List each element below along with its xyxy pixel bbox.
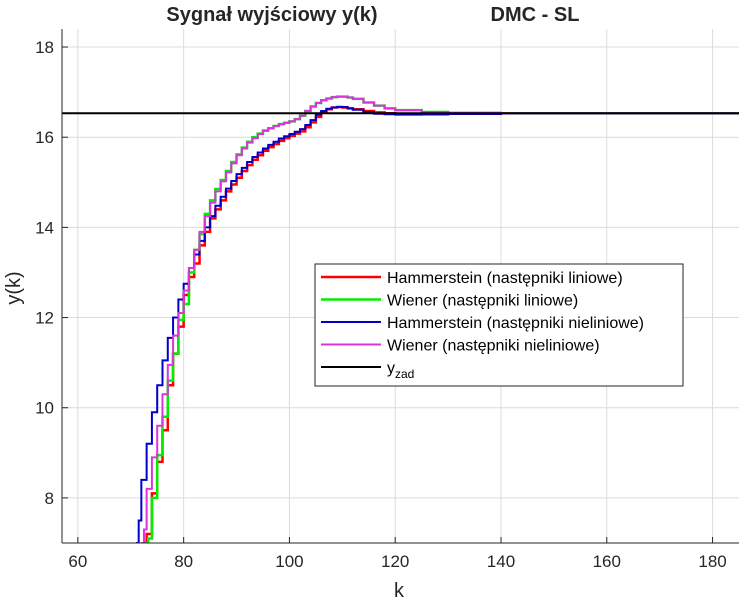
x-tick-label: 160 bbox=[593, 552, 621, 571]
legend-label-2: Wiener (następniki liniowe) bbox=[387, 293, 578, 310]
x-tick-label: 100 bbox=[275, 552, 303, 571]
y-tick-label: 14 bbox=[35, 218, 54, 237]
x-tick-label: 80 bbox=[174, 552, 193, 571]
x-tick-label: 140 bbox=[487, 552, 515, 571]
legend-label-1: Hammerstein (następniki liniowe) bbox=[387, 270, 623, 287]
y-tick-label: 10 bbox=[35, 399, 54, 418]
legend-label-subscript: zad bbox=[395, 367, 414, 381]
chart-title-left: Sygnał wyjściowy y(k) bbox=[166, 4, 377, 26]
y-axis-label: y(k) bbox=[3, 271, 25, 304]
x-tick-label: 180 bbox=[698, 552, 726, 571]
series-line-4 bbox=[141, 95, 739, 543]
y-tick-label: 16 bbox=[35, 128, 54, 147]
legend-box bbox=[314, 263, 684, 387]
chart-title-right: DMC - SL bbox=[491, 4, 580, 26]
x-tick-label: 120 bbox=[381, 552, 409, 571]
x-tick-label: 60 bbox=[68, 552, 87, 571]
y-tick-label: 18 bbox=[35, 38, 54, 57]
y-tick-label: 12 bbox=[35, 309, 54, 328]
y-tick-label: 8 bbox=[45, 489, 54, 508]
legend: Hammerstein (następniki liniowe) Wiener (… bbox=[314, 263, 684, 387]
x-axis-label: k bbox=[394, 580, 405, 601]
legend-label-4: Wiener (następniki nieliniowe) bbox=[387, 338, 600, 355]
series-group bbox=[62, 95, 739, 543]
legend-label-3: Hammerstein (następniki nieliniowe) bbox=[387, 315, 644, 332]
series-line-3 bbox=[136, 106, 739, 543]
plot-area: 60 80 100 120 140 160 180 8 10 12 14 16 18 Hammerstei… bbox=[35, 29, 739, 571]
